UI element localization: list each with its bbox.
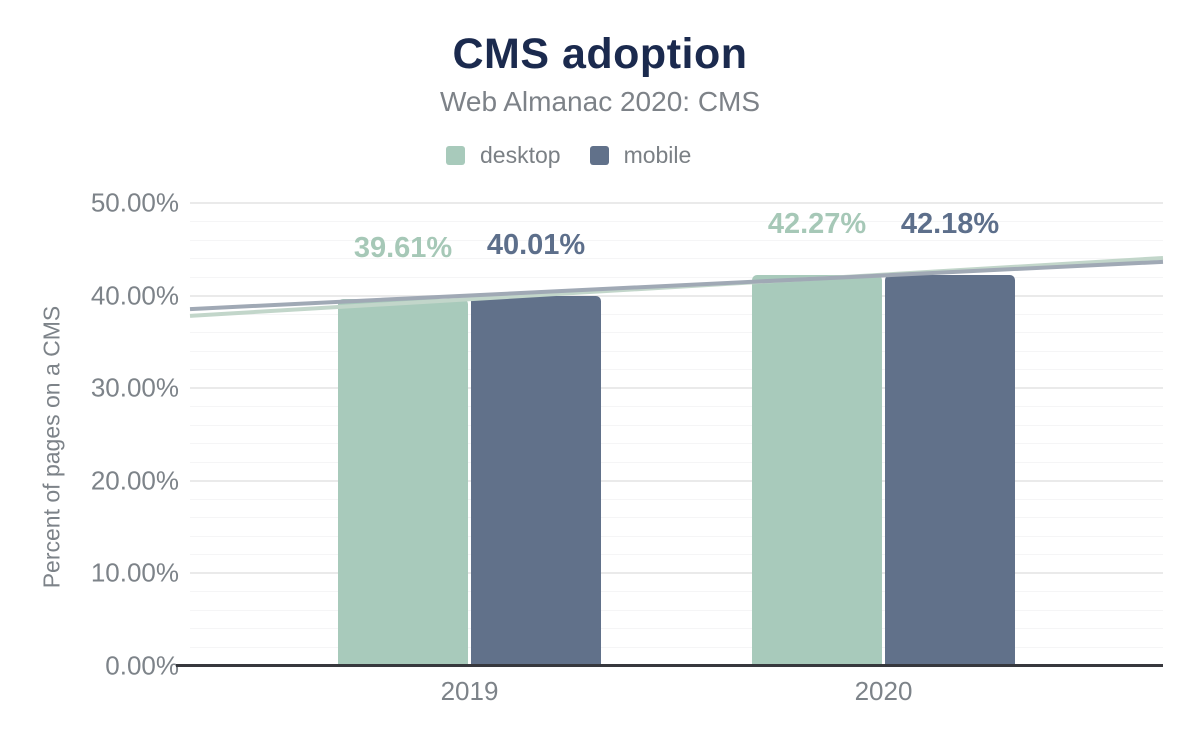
desktop-value-label-2020: 42.27% bbox=[767, 207, 867, 240]
y-tick-label: 50.00% bbox=[90, 187, 179, 218]
chart-title: CMS adoption bbox=[452, 30, 748, 78]
minor-gridline bbox=[190, 498, 1163, 500]
desktop-bar-2020 bbox=[752, 274, 882, 666]
x-tick-label-2020: 2020 bbox=[854, 676, 913, 706]
mobile-legend-label: mobile bbox=[623, 142, 692, 168]
minor-gridline bbox=[190, 406, 1163, 408]
minor-gridline bbox=[190, 646, 1163, 648]
mobile-legend-swatch bbox=[589, 146, 609, 165]
y-tick-label: 0.00% bbox=[105, 650, 179, 681]
minor-gridline bbox=[190, 535, 1163, 537]
minor-gridline bbox=[190, 258, 1163, 260]
x-axis-line bbox=[176, 664, 1163, 667]
minor-gridline bbox=[190, 313, 1163, 315]
minor-gridline bbox=[190, 628, 1163, 630]
desktop-legend-swatch bbox=[446, 146, 465, 165]
mobile-bar-2019 bbox=[471, 295, 601, 666]
major-gridline bbox=[190, 387, 1163, 390]
minor-gridline bbox=[190, 424, 1163, 426]
major-gridline bbox=[190, 572, 1163, 575]
minor-gridline bbox=[190, 554, 1163, 556]
mobile-bar-2020 bbox=[885, 275, 1015, 666]
major-gridline bbox=[190, 202, 1163, 204]
minor-gridline bbox=[190, 517, 1163, 519]
chart-subtitle: Web Almanac 2020: CMS bbox=[439, 86, 761, 117]
minor-gridline bbox=[190, 369, 1163, 371]
minor-gridline bbox=[190, 609, 1163, 611]
minor-gridline bbox=[190, 591, 1163, 593]
y-tick-label: 20.00% bbox=[90, 465, 179, 496]
minor-gridline bbox=[190, 350, 1163, 352]
y-axis-title: Percent of pages on a CMS bbox=[38, 305, 65, 589]
minor-gridline bbox=[190, 443, 1163, 445]
y-tick-label: 40.00% bbox=[90, 280, 179, 311]
plot-area: 39.61% 42.27% 40.01% 42.18% bbox=[189, 202, 1164, 666]
mobile-value-label-2020: 42.18% bbox=[900, 208, 1000, 241]
minor-gridline bbox=[190, 239, 1163, 241]
desktop-value-label-2019: 39.61% bbox=[353, 232, 453, 265]
minor-gridline bbox=[190, 461, 1163, 463]
major-gridline bbox=[190, 294, 1163, 297]
minor-gridline bbox=[190, 276, 1163, 278]
legend: desktop mobile bbox=[446, 142, 691, 169]
major-gridline bbox=[190, 479, 1163, 482]
trend-lines bbox=[189, 255, 1164, 318]
desktop-legend-label: desktop bbox=[480, 142, 561, 168]
minor-gridline bbox=[190, 332, 1163, 334]
y-tick-label: 30.00% bbox=[90, 372, 179, 403]
mobile-trend-line bbox=[189, 259, 1164, 312]
x-tick-label-2019: 2019 bbox=[440, 676, 499, 706]
desktop-bar-2019 bbox=[338, 299, 468, 666]
legend-item-mobile: mobile bbox=[589, 142, 692, 169]
mobile-value-label-2019: 40.01% bbox=[486, 228, 586, 261]
minor-gridline bbox=[190, 221, 1163, 223]
legend-item-desktop: desktop bbox=[446, 142, 561, 169]
y-tick-label: 10.00% bbox=[90, 557, 179, 588]
